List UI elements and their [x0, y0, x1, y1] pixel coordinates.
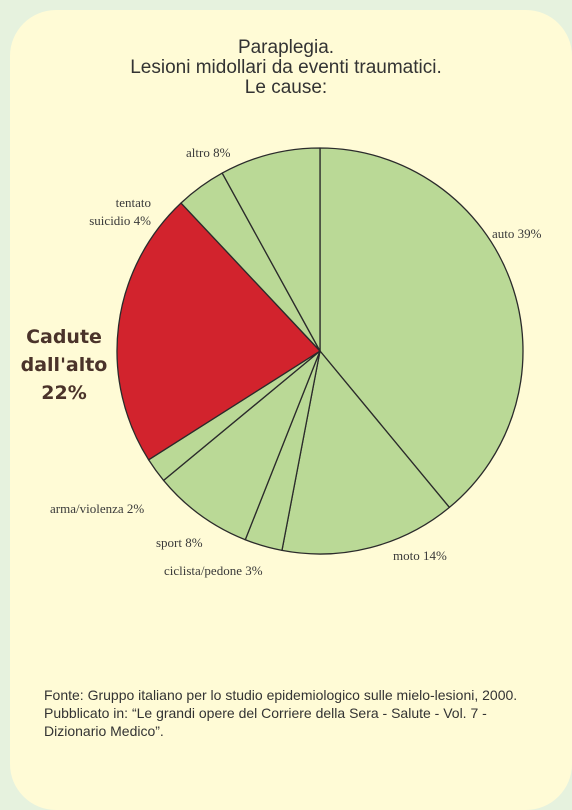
pie-slice-8 [221, 147, 321, 352]
chart-title: Paraplegia. Lesioni midollari da eventi … [0, 38, 572, 98]
pie-slices [116, 147, 524, 555]
label-auto: auto 39% [492, 226, 542, 241]
pie-slice-1 [319, 147, 524, 509]
label-cadute-line1: Cadute [26, 326, 102, 348]
label-cadute-line3: 22% [41, 382, 86, 404]
title-line-3: Le cause: [244, 77, 328, 98]
title-line-2: Lesioni midollari da eventi traumatici. [130, 57, 442, 78]
label-tentato-line2: suicidio 4% [89, 213, 151, 228]
label-sport: sport 8% [156, 535, 203, 550]
label-moto: moto 14% [393, 548, 447, 563]
label-tentato-line1: tentato [116, 195, 151, 210]
title-line-1: Paraplegia. [237, 37, 335, 58]
label-arma: arma/violenza 2% [50, 501, 144, 516]
label-ciclista: ciclista/pedone 3% [164, 563, 263, 578]
source-note: Fonte: Gruppo italiano per lo studio epi… [44, 687, 518, 739]
pie-slice-6 [116, 202, 321, 461]
label-altro: altro 8% [186, 145, 231, 160]
pie-slice-2 [281, 350, 451, 555]
pie-slice-4 [162, 350, 321, 541]
label-cadute-line2: dall'alto [21, 354, 108, 376]
